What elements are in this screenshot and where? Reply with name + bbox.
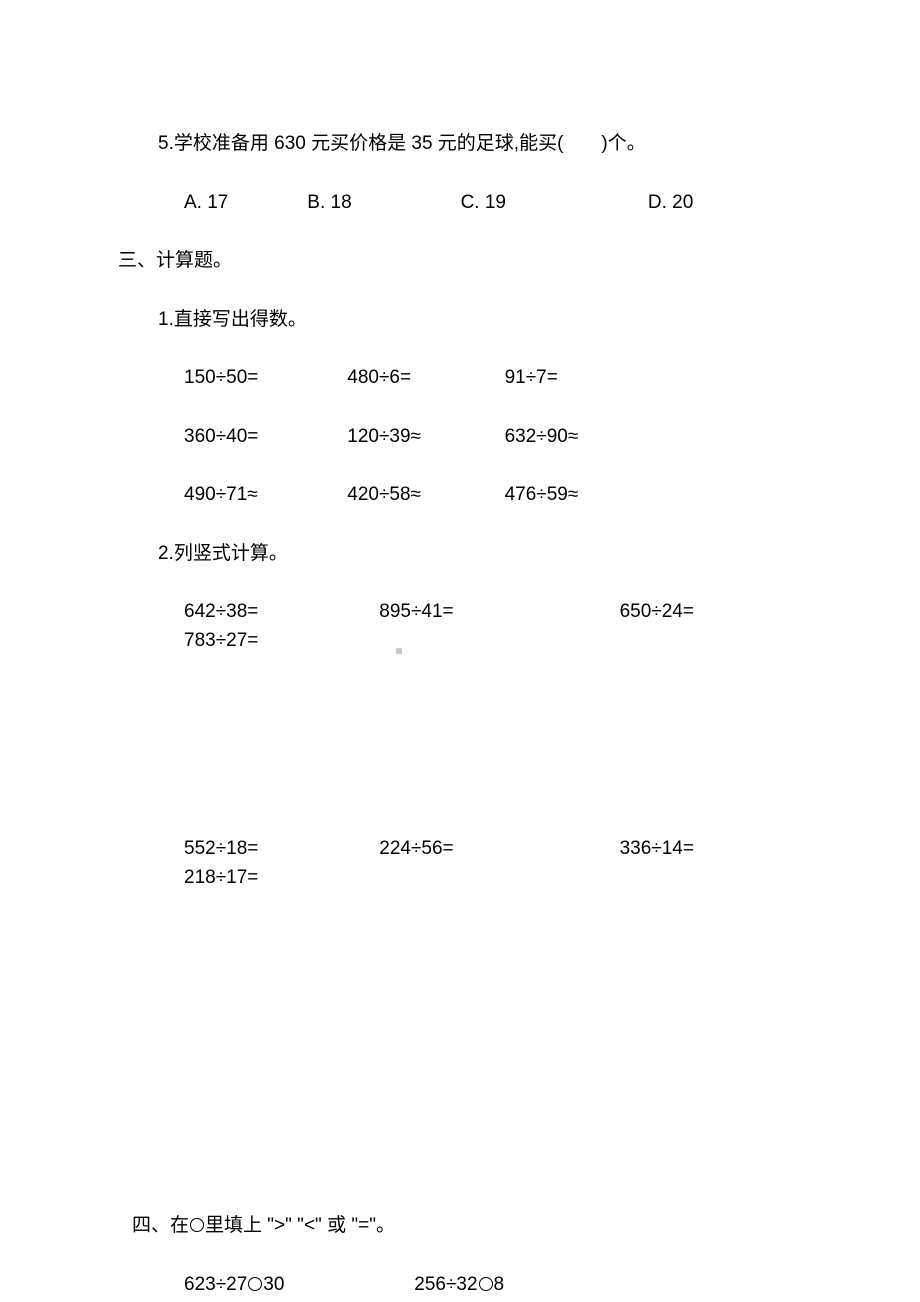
sub2-label: 2.列竖式计算。	[110, 540, 810, 569]
expr-150-50: 150÷50=	[184, 364, 342, 393]
sub2-row1: 642÷38= 895÷41= 650÷24= 783÷27=	[110, 598, 810, 655]
c1-right: 30	[263, 1274, 284, 1295]
expr-336-14: 336÷14=	[620, 835, 807, 864]
expr-91-7: 91÷7=	[505, 364, 558, 393]
circle-icon	[248, 1277, 262, 1291]
circle-icon	[479, 1277, 493, 1291]
question-5-text: 5.学校准备用 630 元买价格是 35 元的足球,能买( )个。	[110, 130, 810, 159]
s4-mid: 里填上 "	[205, 1215, 274, 1236]
sub1-label: 1.直接写出得数。	[110, 306, 810, 335]
s4-eq: =	[358, 1215, 369, 1236]
section-4-header: 四、在里填上 ">" "<" 或 "="。	[110, 1212, 810, 1241]
s4-lt: <	[304, 1215, 315, 1236]
question-5-choices: A. 17 B. 18 C. 19 D. 20	[110, 189, 810, 218]
expr-650-24: 650÷24=	[620, 598, 807, 627]
s4-q2: " 或 "	[315, 1215, 358, 1236]
expr-224-56: 224÷56=	[379, 835, 614, 864]
expr-360-40: 360÷40=	[184, 423, 342, 452]
c2-left: 256÷32	[414, 1274, 477, 1295]
sub1-row1: 150÷50= 480÷6= 91÷7=	[110, 364, 810, 393]
choice-d: D. 20	[648, 189, 693, 218]
choice-c: C. 19	[461, 189, 643, 218]
s4-row1: 623÷27 30 256÷32 8	[110, 1271, 810, 1300]
sub1-row2: 360÷40= 120÷39≈ 632÷90≈	[110, 423, 810, 452]
sub2-row2: 552÷18= 224÷56= 336÷14= 218÷17=	[110, 835, 810, 892]
section-3-header: 三、计算题。	[110, 247, 810, 276]
c1-left: 623÷27	[184, 1274, 247, 1295]
expr-120-39: 120÷39≈	[347, 423, 499, 452]
expr-218-17: 218÷17=	[184, 864, 258, 893]
expr-642-38: 642÷38=	[184, 598, 374, 627]
choice-a: A. 17	[184, 189, 302, 218]
marker-icon	[396, 648, 402, 654]
circle-icon	[190, 1218, 204, 1232]
expr-895-41: 895÷41=	[379, 598, 614, 627]
expr-490-71: 490÷71≈	[184, 481, 342, 510]
s4-prefix: 四、在	[132, 1215, 189, 1236]
expr-632-90: 632÷90≈	[505, 423, 579, 452]
c2-right: 8	[494, 1274, 505, 1295]
s4-gt: >	[274, 1215, 285, 1236]
sub1-row3: 490÷71≈ 420÷58≈ 476÷59≈	[110, 481, 810, 510]
expr-420-58: 420÷58≈	[347, 481, 499, 510]
s4-suffix: "。	[369, 1215, 395, 1236]
compare-2: 256÷32 8	[414, 1271, 504, 1300]
choice-b: B. 18	[307, 189, 455, 218]
s4-q1: " "	[285, 1215, 304, 1236]
expr-480-6: 480÷6=	[347, 364, 499, 393]
expr-476-59: 476÷59≈	[505, 481, 579, 510]
compare-1: 623÷27 30	[184, 1271, 409, 1300]
expr-552-18: 552÷18=	[184, 835, 374, 864]
expr-783-27: 783÷27=	[184, 627, 258, 656]
